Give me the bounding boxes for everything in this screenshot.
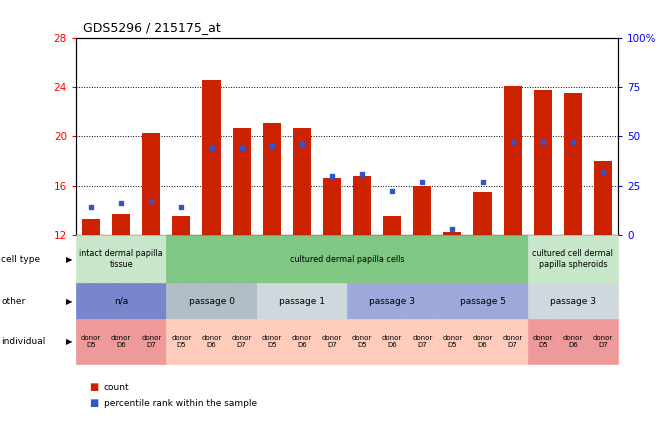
Text: donor
D6: donor D6 <box>202 335 221 348</box>
Text: donor
D5: donor D5 <box>352 335 372 348</box>
Bar <box>594 161 612 235</box>
Text: donor
D6: donor D6 <box>382 335 403 348</box>
Text: ▶: ▶ <box>66 337 73 346</box>
Text: n/a: n/a <box>114 297 128 306</box>
Bar <box>353 176 371 235</box>
Text: ▶: ▶ <box>66 297 73 306</box>
Bar <box>112 214 130 235</box>
Text: intact dermal papilla
tissue: intact dermal papilla tissue <box>79 250 163 269</box>
Text: donor
D5: donor D5 <box>81 335 101 348</box>
Text: donor
D6: donor D6 <box>111 335 132 348</box>
Text: other: other <box>1 297 26 306</box>
Bar <box>504 86 522 235</box>
Text: ▶: ▶ <box>66 255 73 264</box>
Bar <box>293 128 311 235</box>
Bar <box>473 192 492 235</box>
Text: donor
D6: donor D6 <box>563 335 583 348</box>
Text: cultured cell dermal
papilla spheroids: cultured cell dermal papilla spheroids <box>532 250 613 269</box>
Text: individual: individual <box>1 337 46 346</box>
Bar <box>82 219 100 235</box>
Bar <box>262 123 281 235</box>
Text: ■: ■ <box>89 382 98 392</box>
Bar <box>202 80 221 235</box>
Bar <box>413 186 432 235</box>
Text: percentile rank within the sample: percentile rank within the sample <box>104 398 257 408</box>
Bar <box>564 93 582 235</box>
Text: donor
D5: donor D5 <box>171 335 192 348</box>
Text: donor
D5: donor D5 <box>533 335 553 348</box>
Bar <box>142 133 161 235</box>
Text: donor
D7: donor D7 <box>141 335 161 348</box>
Bar <box>383 216 401 235</box>
Bar <box>533 90 552 235</box>
Text: cell type: cell type <box>1 255 40 264</box>
Text: passage 0: passage 0 <box>188 297 235 306</box>
Text: donor
D7: donor D7 <box>593 335 613 348</box>
Bar <box>233 128 251 235</box>
Text: passage 1: passage 1 <box>279 297 325 306</box>
Text: donor
D7: donor D7 <box>412 335 432 348</box>
Text: donor
D6: donor D6 <box>473 335 492 348</box>
Bar <box>323 178 341 235</box>
Text: donor
D7: donor D7 <box>502 335 523 348</box>
Text: donor
D7: donor D7 <box>231 335 252 348</box>
Text: count: count <box>104 382 130 392</box>
Bar <box>444 232 461 235</box>
Text: GDS5296 / 215175_at: GDS5296 / 215175_at <box>83 21 220 34</box>
Text: passage 3: passage 3 <box>550 297 596 306</box>
Text: passage 3: passage 3 <box>369 297 415 306</box>
Text: donor
D7: donor D7 <box>322 335 342 348</box>
Text: ■: ■ <box>89 398 98 408</box>
Text: donor
D6: donor D6 <box>292 335 312 348</box>
Text: donor
D5: donor D5 <box>442 335 463 348</box>
Text: donor
D5: donor D5 <box>262 335 282 348</box>
Text: cultured dermal papilla cells: cultured dermal papilla cells <box>290 255 405 264</box>
Bar <box>173 216 190 235</box>
Text: passage 5: passage 5 <box>459 297 506 306</box>
